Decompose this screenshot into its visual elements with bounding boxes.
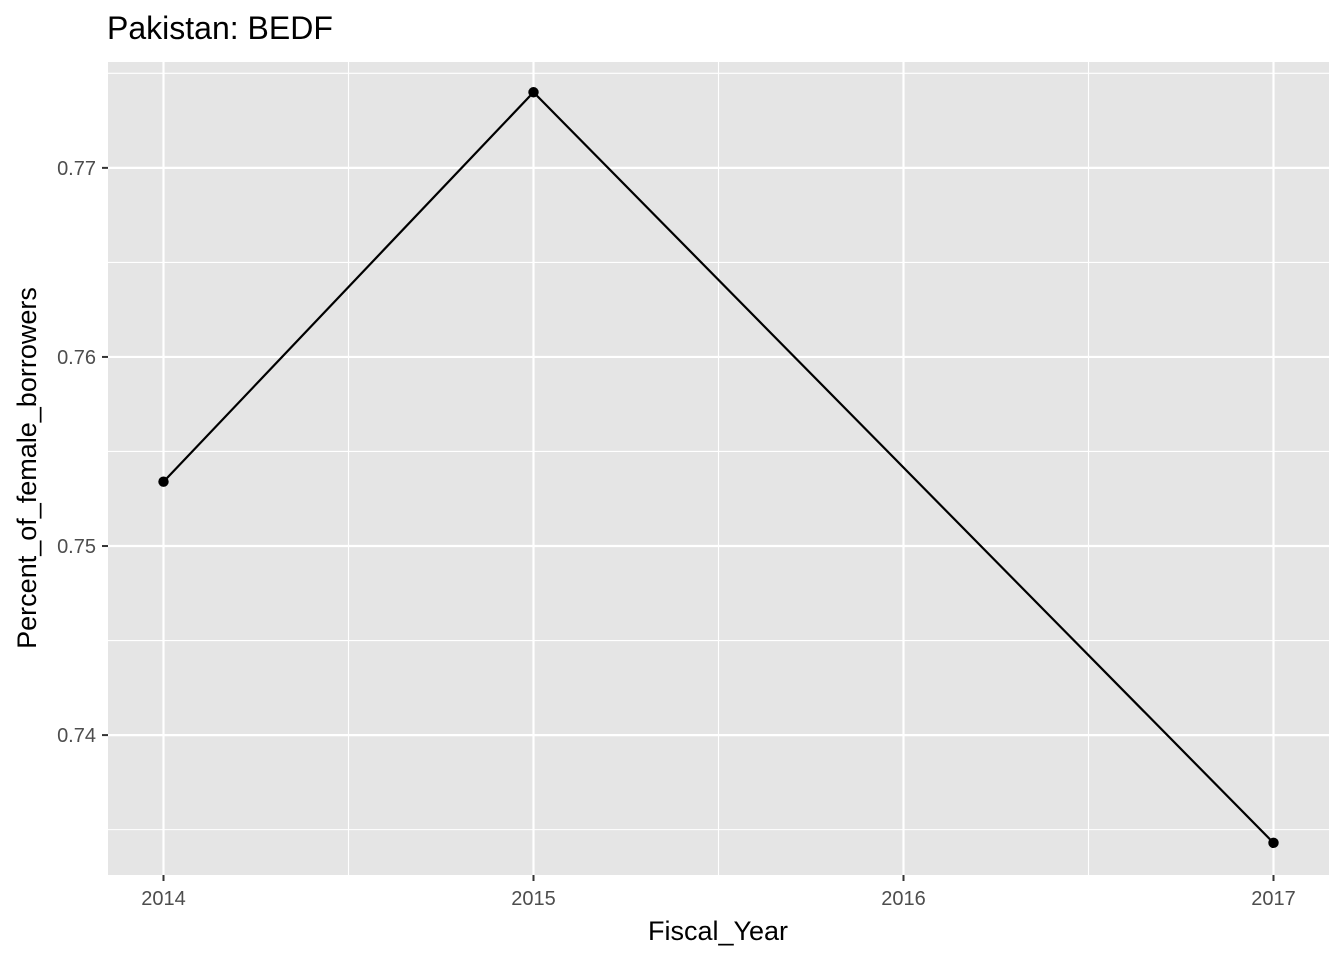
x-tick-label: 2016 — [881, 888, 926, 910]
series-layer — [158, 87, 1279, 849]
grid-minor — [108, 62, 1329, 875]
x-tick-label: 2014 — [141, 888, 186, 910]
y-tick-label: 0.76 — [57, 347, 96, 369]
axis-ticks: 2014 2015 2016 2017 0.74 0.75 0.76 0.77 — [57, 158, 1296, 910]
y-tick-label: 0.75 — [57, 536, 96, 558]
y-tick-label: 0.77 — [57, 158, 96, 180]
data-point — [528, 87, 539, 98]
data-point — [158, 476, 169, 487]
x-tick-label: 2017 — [1251, 888, 1296, 910]
chart-title: Pakistan: BEDF — [107, 10, 333, 46]
y-tick-label: 0.74 — [57, 725, 96, 747]
y-axis-title: Percent_of_female_borrowers — [12, 287, 42, 649]
data-point — [1268, 837, 1279, 849]
x-tick-label: 2015 — [511, 888, 556, 910]
x-axis-title: Fiscal_Year — [648, 916, 788, 946]
